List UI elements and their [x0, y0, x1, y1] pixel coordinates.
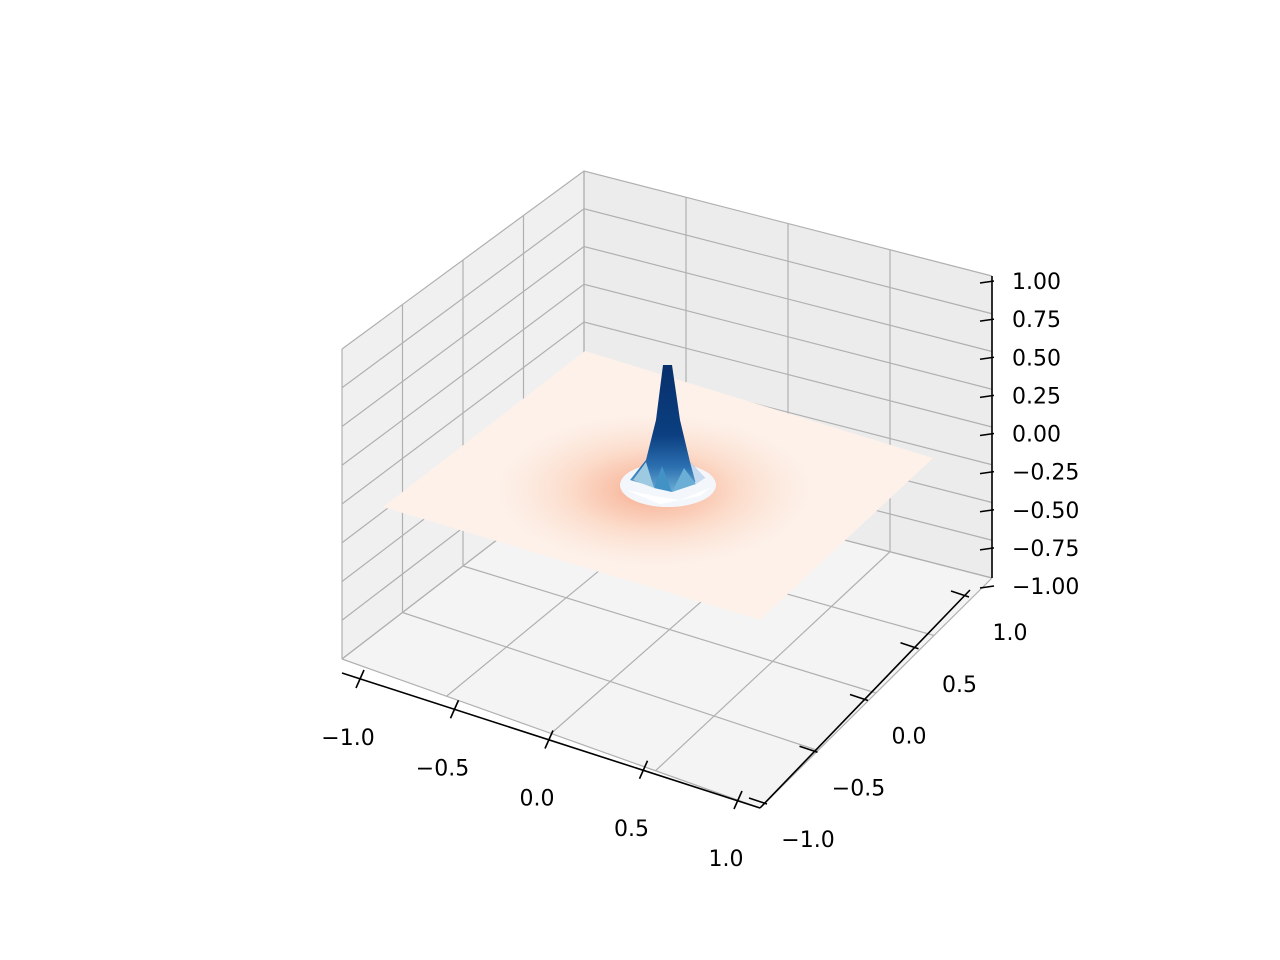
x-ticks: −1.0 −0.5 0.0 0.5 1.0	[321, 669, 744, 872]
x-tick-label: −0.5	[416, 756, 469, 781]
z-tick-label: −0.75	[1012, 537, 1079, 562]
y-gridline	[462, 565, 877, 694]
z-gridline	[341, 283, 993, 466]
y-tick-mark	[748, 797, 768, 805]
z-tick-mark	[979, 356, 995, 361]
y-gridline	[402, 611, 819, 752]
y-ticks: −1.0 −0.5 0.0 0.5 1.0	[748, 590, 1028, 853]
surface-peak-facet-1	[633, 462, 654, 488]
z-tick-label: 0.75	[1012, 308, 1061, 333]
y-tick-mark	[849, 693, 869, 702]
z-tick-mark	[979, 470, 995, 475]
surface-peak	[630, 365, 705, 492]
z-tick-label: 0.50	[1012, 346, 1061, 371]
surface-peak-facet-2	[654, 466, 672, 492]
y-tick-label: 0.0	[892, 725, 927, 750]
z-tick-label: 1.00	[1012, 270, 1061, 295]
y-tick-mark	[799, 745, 818, 754]
z-ticks: −1.00 −0.75 −0.50 −0.25 0.00 0.25 0.50 0.75 1.00	[979, 270, 1079, 600]
z-tick-mark	[979, 547, 995, 551]
z-gridline	[341, 208, 993, 389]
x-tick-mark	[544, 730, 554, 749]
z-gridline	[341, 245, 993, 427]
z-tick-label: −0.25	[1012, 461, 1079, 486]
z-tick-label: 0.00	[1012, 423, 1061, 448]
z-tick-mark	[979, 280, 995, 284]
surface-peak-facet-5	[626, 488, 710, 504]
z-tick-mark	[979, 394, 995, 399]
y-tick-label: 0.5	[942, 673, 977, 698]
z-gridline	[341, 170, 993, 350]
z-tick-label: −1.00	[1012, 575, 1079, 600]
y-tick-label: −1.0	[781, 828, 834, 853]
z-tick-mark	[979, 508, 995, 513]
x-tick-mark	[638, 760, 649, 780]
surface-peak-facet-3	[672, 468, 696, 492]
z-tick-mark	[979, 318, 995, 322]
y-tick-label: −0.5	[832, 776, 885, 801]
z-tick-label: −0.50	[1012, 499, 1079, 524]
floor-pane	[342, 473, 992, 808]
surface-peak-facet-4	[690, 462, 705, 484]
x-tick-label: 0.5	[614, 817, 649, 842]
y-tick-mark	[900, 641, 919, 650]
z-gridline	[341, 321, 993, 505]
y-tick-label: 1.0	[993, 621, 1028, 646]
x-tick-label: 1.0	[709, 847, 744, 872]
z-tick-mark	[979, 432, 995, 437]
x-tick-mark	[733, 790, 743, 810]
x-axis-line	[341, 672, 761, 809]
x-tick-mark	[449, 699, 460, 719]
x-tick-mark	[355, 669, 365, 689]
surface	[383, 351, 933, 620]
z-tick-mark	[979, 585, 995, 589]
z-tick-label: 0.25	[1012, 384, 1061, 409]
x-tick-label: −1.0	[321, 726, 374, 751]
y-tick-mark	[950, 590, 970, 598]
x-tick-label: 0.0	[520, 787, 555, 812]
